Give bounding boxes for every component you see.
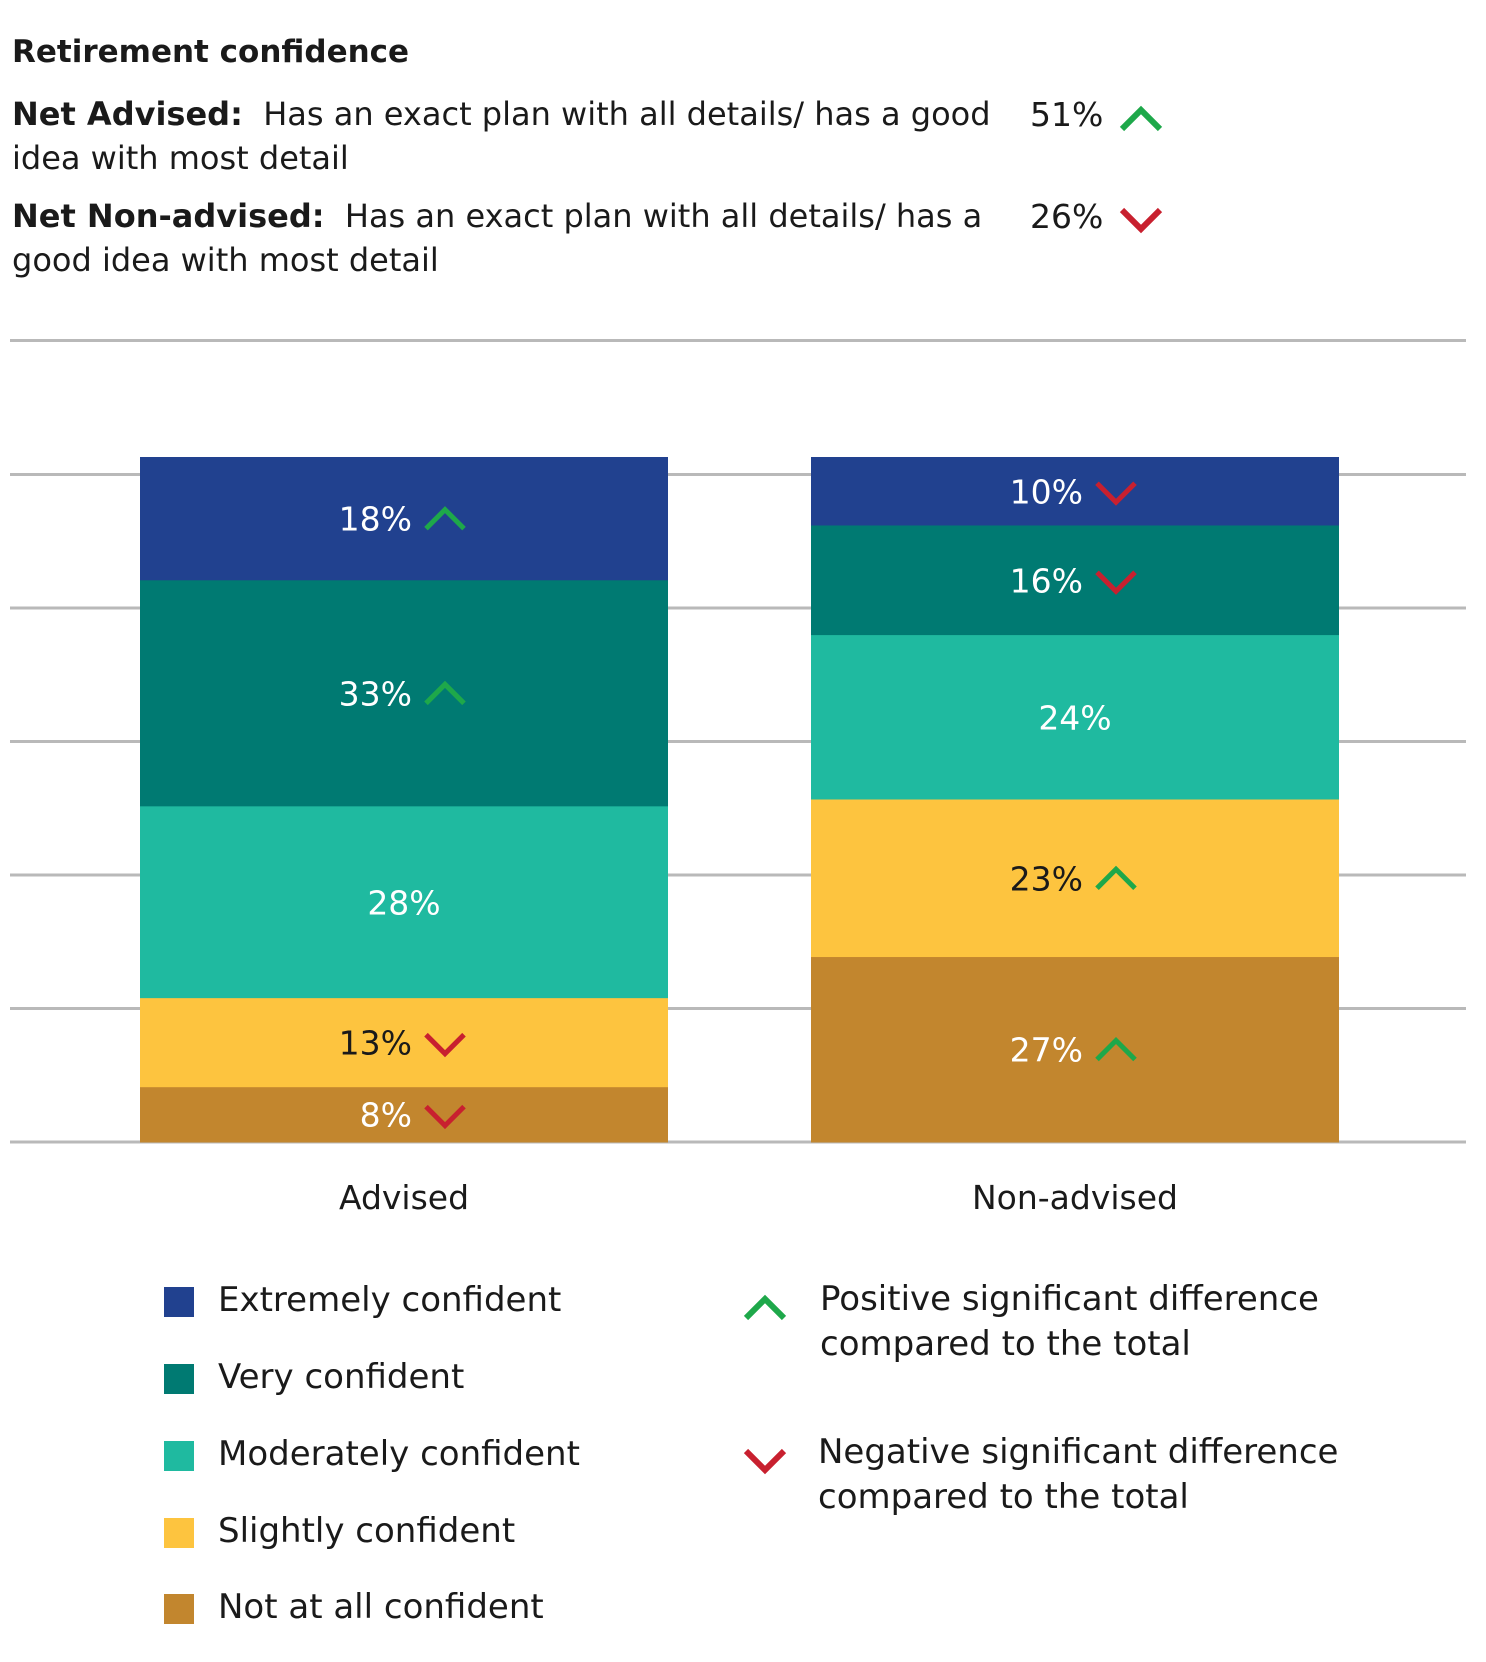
gridline — [10, 606, 1466, 610]
legend-label-very: Very confident — [218, 1357, 465, 1397]
net-non-advised-text: Net Non-advised: Has an exact plan with … — [12, 194, 992, 282]
legend-negative-significance: Negative significant difference compared… — [818, 1432, 1339, 1517]
gridline — [10, 873, 1466, 877]
divider — [10, 339, 1466, 342]
bar-segment — [140, 580, 668, 807]
net-advised-up-arrow-icon — [1119, 105, 1163, 132]
legend-down-arrow-icon — [743, 1448, 787, 1475]
down-arrow-icon — [424, 1032, 466, 1058]
gridline — [10, 1007, 1466, 1010]
gridline — [10, 473, 1466, 476]
data-label: 13% — [339, 1024, 412, 1063]
gridline — [10, 740, 1466, 743]
legend-label-moderately: Moderately confident — [218, 1434, 580, 1474]
data-label: 24% — [1038, 698, 1111, 737]
legend-swatch-moderately — [164, 1441, 194, 1471]
bar-segment — [811, 525, 1339, 636]
net-advised-description: Has an exact plan with all details/ has … — [12, 95, 991, 177]
bar-segment — [811, 957, 1339, 1143]
legend-positive-significance: Positive significant difference compared… — [820, 1279, 1319, 1364]
down-arrow-icon — [1095, 481, 1137, 506]
net-non-advised-label: Net Non-advised: — [12, 197, 325, 235]
up-arrow-icon — [1095, 865, 1137, 891]
data-label: 27% — [1010, 1031, 1083, 1070]
bar-segment — [811, 457, 1339, 526]
net-advised-value: 51% — [1030, 95, 1104, 134]
gridline — [10, 1140, 1466, 1144]
bar-segment — [140, 998, 668, 1088]
legend-label-not-at-all: Not at all confident — [218, 1587, 544, 1627]
data-label: 8% — [360, 1096, 412, 1135]
net-non-advised-down-arrow-icon — [1119, 207, 1163, 234]
bar-segment — [811, 635, 1339, 800]
legend-swatch-slightly — [164, 1518, 194, 1548]
legend-label-extremely: Extremely confident — [218, 1280, 562, 1320]
data-label: 23% — [1010, 859, 1083, 898]
down-arrow-icon — [1095, 570, 1137, 595]
net-advised-label: Net Advised: — [12, 95, 243, 133]
data-label: 16% — [1010, 561, 1083, 600]
stacked-bar-chart: 18% 33% 28% 13% 8% Advised 10% 16% 24% 23% 27% Non-… — [10, 457, 1466, 1217]
bar-segment — [140, 457, 668, 581]
data-label: 18% — [339, 500, 412, 539]
net-non-advised-value: 26% — [1030, 197, 1104, 236]
bar-segment — [140, 1087, 668, 1143]
data-label: 10% — [1010, 472, 1083, 511]
net-advised-text: Net Advised: Has an exact plan with all … — [12, 92, 992, 180]
data-label: 33% — [339, 674, 412, 713]
legend-swatch-extremely — [164, 1287, 194, 1317]
up-arrow-icon — [424, 680, 466, 706]
up-arrow-icon — [424, 506, 466, 531]
legend-up-arrow-icon — [743, 1294, 787, 1321]
chart-title: Retirement confidence — [12, 34, 410, 70]
bar-segment — [811, 799, 1339, 958]
category-label: Advised — [339, 1178, 469, 1217]
legend-swatch-not-at-all — [164, 1594, 194, 1624]
legend-swatch-very — [164, 1364, 194, 1394]
data-label: 28% — [367, 883, 440, 922]
down-arrow-icon — [424, 1104, 466, 1130]
legend-label-slightly: Slightly confident — [218, 1511, 516, 1551]
net-non-advised-description: Has an exact plan with all details/ has … — [12, 197, 983, 279]
category-label: Non-advised — [972, 1178, 1178, 1217]
bar-segment — [140, 806, 668, 999]
up-arrow-icon — [1095, 1036, 1137, 1062]
